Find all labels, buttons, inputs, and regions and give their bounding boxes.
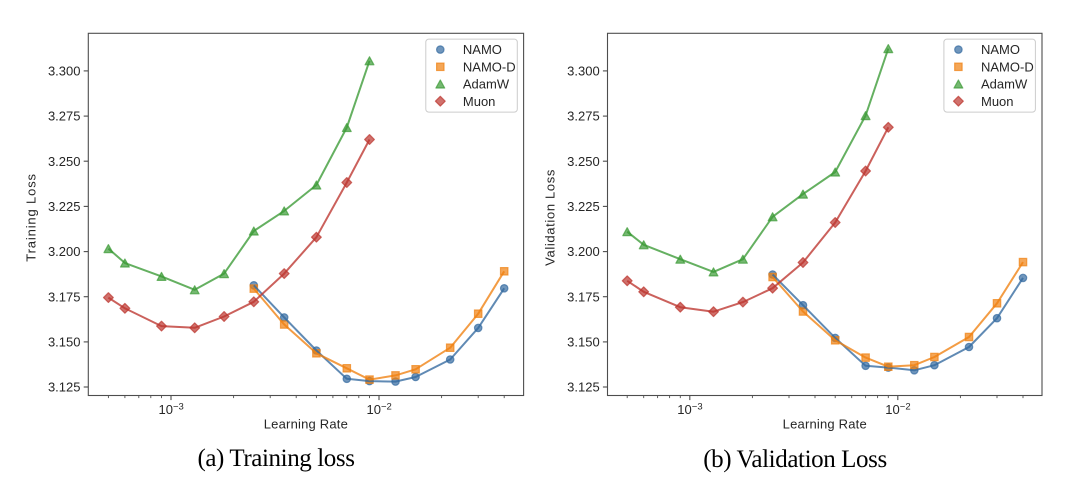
- svg-text:Muon: Muon: [463, 94, 496, 109]
- svg-text:3.275: 3.275: [48, 109, 81, 124]
- svg-text:3.125: 3.125: [48, 380, 81, 395]
- svg-text:3.250: 3.250: [567, 154, 600, 169]
- svg-text:3.300: 3.300: [48, 64, 81, 79]
- svg-text:3.200: 3.200: [48, 244, 81, 259]
- svg-text:3.250: 3.250: [48, 154, 81, 169]
- svg-text:3.175: 3.175: [567, 289, 600, 304]
- svg-text:Validation Loss: Validation Loss: [543, 169, 558, 266]
- svg-text:10−3: 10−3: [677, 401, 702, 417]
- svg-text:(b) Validation Loss: (b) Validation Loss: [703, 446, 887, 473]
- svg-text:3.275: 3.275: [567, 109, 600, 124]
- svg-text:AdamW: AdamW: [981, 77, 1028, 92]
- svg-text:3.225: 3.225: [48, 199, 81, 214]
- svg-text:3.300: 3.300: [567, 64, 600, 79]
- svg-text:(a) Training loss: (a) Training loss: [197, 445, 354, 472]
- svg-text:10−3: 10−3: [159, 401, 184, 417]
- svg-text:Muon: Muon: [981, 94, 1014, 109]
- svg-text:Learning Rate: Learning Rate: [783, 417, 867, 432]
- svg-text:3.150: 3.150: [48, 335, 81, 350]
- svg-text:NAMO: NAMO: [981, 42, 1020, 57]
- svg-text:3.125: 3.125: [567, 380, 600, 395]
- svg-text:10−2: 10−2: [367, 401, 392, 417]
- svg-text:NAMO-D: NAMO-D: [463, 59, 516, 74]
- svg-text:3.175: 3.175: [48, 289, 81, 304]
- svg-text:3.150: 3.150: [567, 335, 600, 350]
- svg-text:AdamW: AdamW: [463, 77, 510, 92]
- svg-text:NAMO-D: NAMO-D: [981, 59, 1034, 74]
- svg-text:Learning Rate: Learning Rate: [264, 417, 348, 432]
- svg-text:10−2: 10−2: [885, 401, 910, 417]
- svg-text:NAMO: NAMO: [463, 42, 502, 57]
- svg-text:Training Loss: Training Loss: [24, 173, 39, 262]
- svg-text:3.200: 3.200: [567, 244, 600, 259]
- svg-text:3.225: 3.225: [567, 199, 600, 214]
